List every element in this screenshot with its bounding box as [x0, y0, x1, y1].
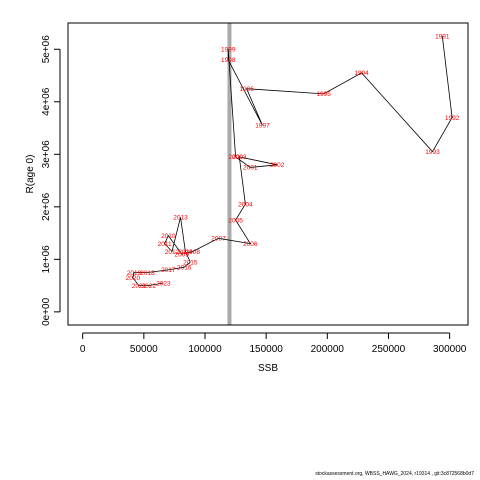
series-line	[132, 36, 453, 287]
footer-caption: stockassessment.org, WBSS_HAWG_2024, r19…	[315, 471, 474, 477]
point-label-2002: 2002	[270, 162, 285, 169]
point-label-1996: 1996	[239, 86, 254, 93]
plot-frame	[67, 22, 469, 326]
point-label-2014: 2014	[178, 249, 193, 256]
point-label-2021: 2021	[132, 283, 147, 290]
point-label-2022: 2022	[141, 283, 156, 290]
x-tick-label: 0	[80, 344, 86, 355]
point-label-2020: 2020	[126, 275, 141, 282]
point-label-1995: 1995	[316, 91, 331, 98]
point-label-layer: 1991 1992 1993 1994 1995 1996 1997 1998 1999 2000…	[126, 33, 460, 289]
point-label-1994: 1994	[354, 70, 369, 77]
y-tick-label: 4e+06	[41, 87, 52, 116]
x-tick-label: 300000	[433, 344, 467, 355]
point-label-2023: 2023	[156, 280, 171, 287]
point-label-2017: 2017	[161, 267, 176, 274]
point-label-2013: 2013	[173, 215, 188, 222]
y-tick-label: 1e+06	[41, 245, 52, 274]
point-label-2011: 2011	[158, 241, 172, 248]
y-axis: 0e+00 1e+06 2e+06 3e+06 4e+06 5e+06	[41, 35, 61, 326]
x-tick-label: 200000	[311, 344, 345, 355]
point-label-2019: 2019	[127, 270, 142, 277]
y-tick-label: 5e+06	[41, 35, 52, 64]
point-label-1991: 1991	[435, 33, 450, 40]
point-label-2009: 2009	[175, 251, 190, 258]
point-label-1998: 1998	[221, 57, 236, 64]
point-label-2005: 2005	[228, 217, 243, 224]
x-tick-label: 250000	[372, 344, 406, 355]
point-label-2003: 2003	[232, 154, 247, 161]
point-label-1999: 1999	[221, 47, 236, 54]
point-label-2018: 2018	[140, 270, 155, 277]
x-axis-title: SSB	[258, 363, 278, 374]
y-axis-title: R(age 0)	[25, 155, 36, 194]
point-label-2015: 2015	[183, 259, 198, 266]
point-label-2007: 2007	[211, 236, 226, 243]
point-label-1993: 1993	[425, 149, 440, 156]
x-tick-label: 100000	[188, 344, 222, 355]
y-tick-label: 3e+06	[41, 140, 52, 169]
x-axis: 0 50000 100000 150000 200000 250000 300000	[80, 332, 467, 355]
x-tick-label: 150000	[249, 344, 283, 355]
point-label-2000: 2000	[228, 154, 243, 161]
point-label-2010: 2010	[161, 233, 176, 240]
point-label-2001: 2001	[243, 165, 258, 172]
point-label-2004: 2004	[238, 202, 253, 209]
point-label-2012: 2012	[165, 249, 180, 256]
point-label-2016: 2016	[177, 265, 192, 272]
point-label-2008: 2008	[186, 249, 201, 256]
point-label-1992: 1992	[445, 115, 460, 122]
point-label-2006: 2006	[243, 241, 258, 248]
y-tick-label: 0e+00	[41, 297, 52, 326]
x-tick-label: 50000	[130, 344, 158, 355]
series-line-layer	[132, 36, 453, 287]
point-label-1997: 1997	[255, 123, 270, 130]
y-tick-label: 2e+06	[41, 192, 52, 221]
